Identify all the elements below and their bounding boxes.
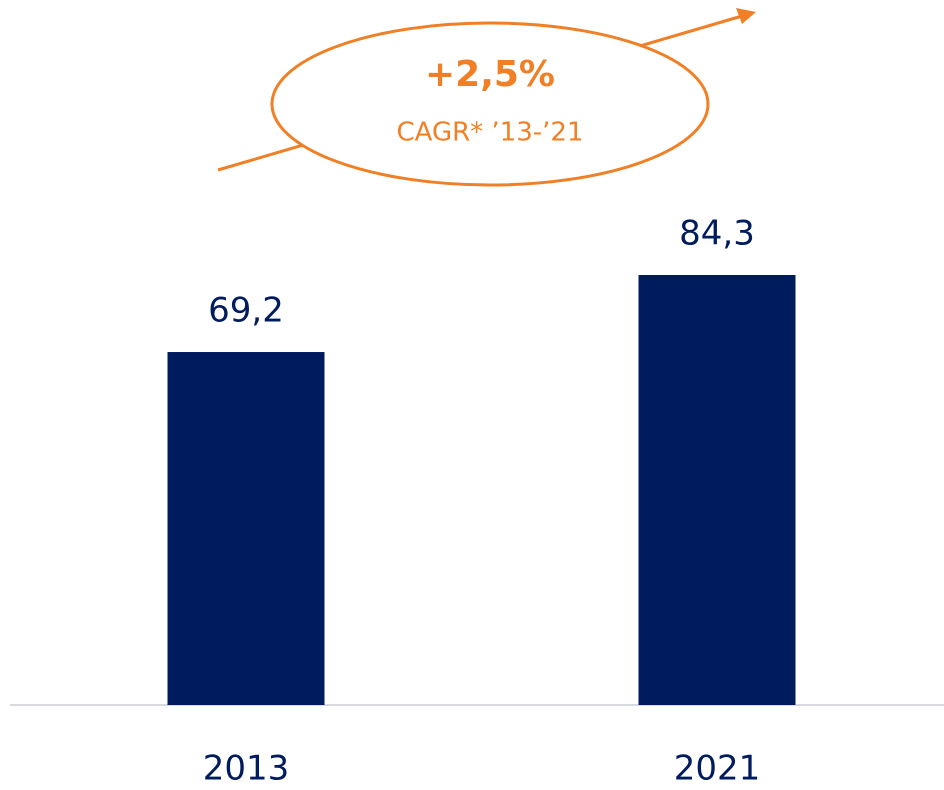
cagr-value: +2,5% xyxy=(425,54,555,95)
value-label: 84,3 xyxy=(679,214,755,254)
cagr-ellipse xyxy=(270,21,710,187)
arrow-head xyxy=(736,8,756,24)
cagr-label: CAGR* ’13-’21 xyxy=(396,118,583,148)
x-tick-label: 2013 xyxy=(203,749,290,789)
bar xyxy=(638,275,796,705)
x-tick-label: 2021 xyxy=(674,749,761,789)
value-label: 69,2 xyxy=(208,291,284,331)
bar xyxy=(167,352,325,705)
